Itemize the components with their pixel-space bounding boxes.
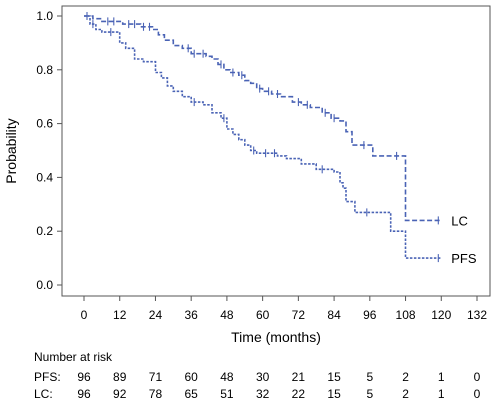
risk-count: 15 [327,370,341,384]
risk-count: 21 [292,370,306,384]
y-tick-label: 0.8 [36,63,53,77]
y-tick-label: 0.4 [36,170,53,184]
risk-count: 51 [220,387,234,401]
y-tick-label: 0.2 [36,224,53,238]
risk-count: 30 [256,370,270,384]
x-tick-label: 84 [327,308,341,322]
pfs-series-line [84,15,442,259]
lc-series-line [84,15,442,222]
x-tick-label: 12 [113,308,127,322]
y-axis: 0.0 0.2 0.4 0.6 0.8 1.0 [36,9,62,292]
risk-count: 5 [366,387,373,401]
pfs-series-label: PFS [451,251,477,266]
risk-count: 1 [438,387,445,401]
x-tick-label: 120 [431,308,451,322]
risk-count: 65 [185,387,199,401]
risk-count: 2 [402,370,409,384]
risk-count: 0 [474,370,481,384]
y-tick-label: 1.0 [36,9,53,23]
x-tick-label: 48 [220,308,234,322]
x-axis-label: Time (months) [231,329,321,345]
risk-count: 71 [149,370,163,384]
risk-table-heading: Number at risk [34,350,113,364]
x-axis: 0 12 24 36 48 60 72 84 96 108 120 132 [81,296,487,322]
x-tick-label: 60 [256,308,270,322]
y-axis-label: Probability [3,118,19,183]
risk-row-label: LC: [34,387,53,401]
x-tick-label: 0 [81,308,88,322]
risk-count: 5 [366,370,373,384]
risk-count: 89 [113,370,127,384]
plot-frame [61,5,491,297]
y-tick-label: 0.6 [36,117,53,131]
x-tick-label: 36 [185,308,199,322]
risk-count: 22 [292,387,306,401]
risk-count: 78 [149,387,163,401]
risk-count: 2 [402,387,409,401]
risk-count: 0 [474,387,481,401]
risk-row-label: PFS: [34,370,61,384]
risk-count: 92 [113,387,127,401]
y-tick-label: 0.0 [36,278,53,292]
lc-series-label: LC [451,213,468,228]
risk-count: 96 [77,387,91,401]
series-layer: LC PFS [84,12,477,266]
risk-count: 60 [185,370,199,384]
risk-count: 15 [327,387,341,401]
x-tick-label: 72 [292,308,306,322]
risk-count: 48 [220,370,234,384]
risk-count: 1 [438,370,445,384]
x-tick-label: 132 [467,308,487,322]
risk-count: 96 [77,370,91,384]
risk-count: 32 [256,387,270,401]
x-tick-label: 96 [363,308,377,322]
x-tick-label: 24 [149,308,163,322]
x-tick-label: 108 [396,308,416,322]
risk-table: PFS: 96 89 71 60 48 30 21 15 5 2 1 0LC: 96 92 78 65 51 32 2… [34,370,481,401]
